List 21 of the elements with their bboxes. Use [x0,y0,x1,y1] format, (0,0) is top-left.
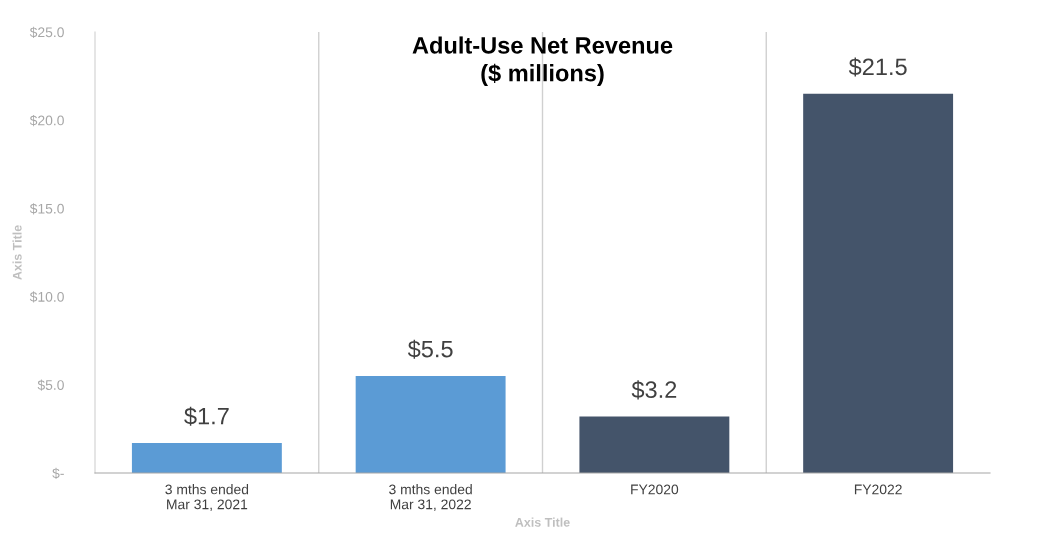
data-label: $1.7 [184,406,229,426]
x-tick-label: 3 mths ended Mar 31, 2022 [389,484,472,511]
bar [803,93,954,473]
y-tick-label: $20.0 [29,114,64,127]
bar [355,375,506,473]
x-tick-label: FY2022 [854,484,902,495]
y-tick-label: $- [52,467,64,479]
text: Adult-Use Net Revenue ($ millions) [412,36,673,87]
y-tick-label: $5.0 [37,379,64,391]
data-label: $5.5 [407,339,453,359]
data-label: $3.2 [631,380,677,400]
y-axis-title: Axis Title [12,225,22,280]
x-tick-label: FY2020 [631,484,679,495]
x-axis-title: Axis Title [515,517,570,527]
data-label: $21.5 [848,57,907,77]
y-tick-label: $15.0 [29,203,64,215]
bar [131,443,282,473]
y-tick-label: $25.0 [29,26,64,38]
bar [579,416,730,473]
y-tick-label: $10.0 [29,291,64,303]
x-tick-label: 3 mths ended Mar 31, 2021 [165,484,249,511]
